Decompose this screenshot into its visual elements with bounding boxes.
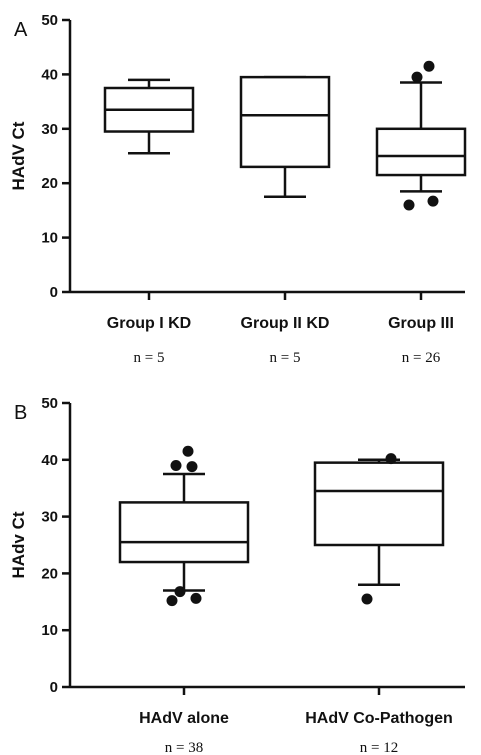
iqr-box: [375, 127, 467, 177]
panel-b-y-tick-label: 0: [50, 679, 58, 696]
panel-a-category-label: Group II KD: [241, 315, 330, 332]
panel-a-box-2: [239, 75, 331, 199]
panel-b-letter: B: [14, 402, 27, 424]
panel-b-n-label: n = 38: [165, 740, 203, 755]
panel-a-category-label: Group III: [388, 315, 454, 332]
iqr-box: [313, 461, 445, 547]
outlier-point: [190, 592, 202, 604]
panel-b-y-tick-label: 10: [41, 622, 58, 639]
panel-a-letter: A: [14, 19, 28, 41]
outlier-point: [186, 461, 198, 473]
panel-a-y-tick-label: 20: [41, 175, 58, 192]
panel-a-y-tick-label: 40: [41, 66, 58, 83]
outlier-point: [361, 593, 373, 605]
panel-a-n-label: n = 5: [270, 350, 301, 366]
outlier-point: [423, 60, 435, 72]
iqr-box: [118, 501, 250, 564]
panel-b-y-tick-label: 30: [41, 509, 58, 526]
panel-a-y-tick-label: 10: [41, 230, 58, 247]
panel-a-y-axis-label: HAdV Ct: [9, 121, 28, 190]
panel-a-y-tick-label: 50: [41, 12, 58, 29]
panel-b-y-tick-label: 40: [41, 452, 58, 469]
outlier-point: [411, 71, 423, 83]
panel-b-n-label: n = 12: [360, 740, 398, 755]
outlier-point: [170, 459, 182, 471]
iqr-box: [239, 75, 331, 169]
panel-b-y-tick-label: 20: [41, 565, 58, 582]
panel-a-n-label: n = 26: [402, 350, 441, 366]
panel-a-box-3: [375, 60, 467, 211]
panel-b-y-axis-label: HAdv Ct: [9, 511, 28, 578]
outlier-point: [174, 586, 186, 598]
panel-b-category-label: HAdV Co-Pathogen: [305, 710, 453, 727]
panel-b-box-1: [118, 445, 250, 607]
outlier-point: [427, 195, 439, 207]
outlier-point: [385, 453, 397, 465]
panel-a-n-label: n = 5: [134, 350, 165, 366]
panel-a-box-1: [103, 78, 195, 155]
outlier-point: [182, 445, 194, 457]
panel-b-y-tick-label: 50: [41, 395, 58, 412]
outlier-point: [403, 199, 415, 211]
panel-a-y-tick-label: 30: [41, 121, 58, 138]
panel-a-y-tick-label: 0: [50, 284, 58, 301]
panel-b-box-2: [313, 453, 445, 605]
outlier-point: [166, 595, 178, 607]
panel-a-category-label: Group I KD: [107, 315, 191, 332]
panel-b-category-label: HAdV alone: [139, 710, 229, 727]
